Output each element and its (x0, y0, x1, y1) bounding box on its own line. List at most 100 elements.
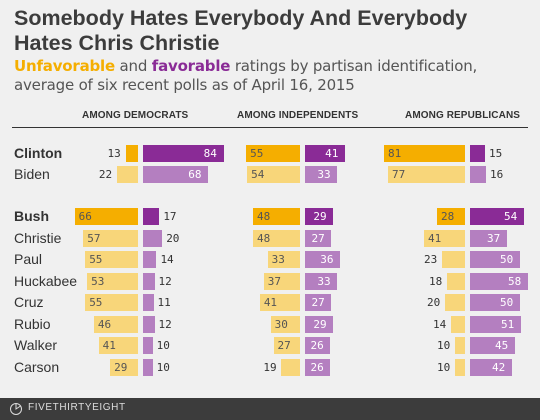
bar-unfavorable-paul-democrats (85, 251, 138, 268)
footer-bar: FIVETHIRTYEIGHT (0, 398, 540, 420)
legend-unfavorable: Unfavorable (14, 57, 115, 75)
label-unfavorable-clinton-democrats: 13 (107, 147, 121, 160)
group-header-independents: AMONG INDEPENDENTS (237, 110, 359, 121)
bar-favorable-clinton-democrats (143, 145, 224, 162)
bar-favorable-rubio-republicans (470, 316, 521, 333)
label-unfavorable-biden-republicans: 77 (392, 168, 406, 181)
bar-unfavorable-paul-republicans (442, 251, 465, 268)
label-favorable-bush-republicans: 54 (504, 210, 518, 223)
label-favorable-huckabee-democrats: 12 (158, 275, 172, 288)
bar-unfavorable-huckabee-democrats (87, 273, 138, 290)
group-header-democrats: AMONG DEMOCRATS (82, 110, 189, 121)
bar-unfavorable-walker-democrats (98, 337, 138, 354)
bar-favorable-christie-independents (305, 230, 332, 247)
label-favorable-cruz-republicans: 50 (500, 296, 514, 309)
row-label-bush: Bush (14, 208, 49, 224)
label-favorable-paul-democrats: 14 (160, 253, 174, 266)
label-unfavorable-cruz-democrats: 55 (89, 296, 103, 309)
bar-favorable-cruz-independents (305, 294, 332, 311)
bar-unfavorable-bush-democrats (74, 208, 138, 225)
label-favorable-cruz-independents: 27 (311, 296, 325, 309)
label-favorable-bush-democrats: 17 (163, 210, 177, 223)
label-favorable-bush-independents: 29 (313, 210, 327, 223)
label-unfavorable-rubio-democrats: 46 (97, 318, 112, 331)
bar-favorable-walker-democrats (143, 337, 153, 354)
row-label-walker: Walker (14, 337, 58, 353)
label-favorable-cruz-democrats: 11 (157, 296, 171, 309)
label-unfavorable-paul-independents: 33 (271, 253, 285, 266)
label-favorable-paul-republicans: 50 (500, 253, 514, 266)
label-unfavorable-christie-independents: 48 (256, 232, 271, 245)
label-unfavorable-paul-republicans: 23 (424, 253, 438, 266)
label-unfavorable-clinton-republicans: 81 (388, 147, 402, 160)
label-unfavorable-huckabee-republicans: 18 (429, 275, 443, 288)
bar-unfavorable-clinton-independents (246, 145, 300, 162)
label-favorable-christie-republicans: 37 (487, 232, 501, 245)
bar-unfavorable-walker-independents (273, 337, 300, 354)
label-unfavorable-huckabee-democrats: 53 (91, 275, 105, 288)
label-unfavorable-cruz-independents: 41 (263, 296, 278, 309)
bar-unfavorable-cruz-republicans (445, 294, 465, 311)
row-label-paul: Paul (14, 251, 43, 267)
label-unfavorable-rubio-republicans: 14 (433, 318, 447, 331)
label-unfavorable-clinton-independents: 55 (250, 147, 264, 160)
label-unfavorable-biden-democrats: 22 (98, 168, 113, 181)
label-unfavorable-christie-democrats: 57 (87, 232, 101, 245)
label-unfavorable-biden-independents: 54 (251, 168, 265, 181)
row-label-carson: Carson (14, 359, 60, 375)
bar-unfavorable-biden-republicans (388, 166, 465, 183)
bar-unfavorable-paul-independents (267, 251, 300, 268)
label-unfavorable-carson-independents: 19 (263, 361, 277, 374)
bar-unfavorable-bush-independents (252, 208, 300, 225)
label-favorable-clinton-democrats: 84 (203, 147, 217, 160)
bar-unfavorable-christie-independents (252, 230, 300, 247)
label-unfavorable-huckabee-independents: 37 (267, 275, 281, 288)
label-unfavorable-christie-republicans: 41 (428, 232, 442, 245)
label-favorable-huckabee-independents: 33 (317, 275, 331, 288)
bar-unfavorable-rubio-republicans (451, 316, 465, 333)
label-favorable-clinton-independents: 41 (325, 147, 339, 160)
label-favorable-walker-independents: 26 (310, 339, 324, 352)
bar-favorable-huckabee-republicans (470, 273, 528, 290)
label-favorable-rubio-independents: 29 (313, 318, 327, 331)
bar-unfavorable-bush-republicans (437, 208, 465, 225)
chart-title: Somebody Hates Everybody And Everybody H… (14, 6, 468, 55)
bar-favorable-cruz-republicans (470, 294, 520, 311)
bar-favorable-carson-democrats (143, 359, 153, 376)
bar-favorable-paul-independents (305, 251, 341, 268)
legend-and: and (119, 57, 148, 75)
subtitle-text: ratings by partisan identification, aver… (14, 57, 478, 94)
row-label-biden: Biden (14, 166, 50, 182)
bar-unfavorable-cruz-independents (259, 294, 300, 311)
bar-favorable-walker-independents (305, 337, 331, 354)
label-unfavorable-cruz-republicans: 20 (427, 296, 441, 309)
bar-favorable-cruz-democrats (143, 294, 154, 311)
label-unfavorable-walker-democrats: 41 (102, 339, 116, 352)
label-favorable-christie-independents: 27 (311, 232, 325, 245)
bar-favorable-walker-republicans (470, 337, 515, 354)
label-favorable-carson-democrats: 10 (156, 361, 170, 374)
bar-unfavorable-rubio-democrats (93, 316, 138, 333)
label-favorable-biden-independents: 33 (317, 168, 331, 181)
bar-unfavorable-carson-democrats (110, 359, 138, 376)
bar-unfavorable-carson-independents (281, 359, 300, 376)
bar-favorable-paul-democrats (143, 251, 157, 268)
label-favorable-christie-democrats: 20 (166, 232, 180, 245)
row-label-cruz: Cruz (14, 294, 44, 310)
label-unfavorable-paul-democrats: 55 (89, 253, 103, 266)
label-unfavorable-walker-independents: 27 (277, 339, 291, 352)
bar-favorable-bush-republicans (470, 208, 524, 225)
bar-unfavorable-christie-democrats (83, 230, 138, 247)
label-favorable-clinton-republicans: 15 (489, 147, 503, 160)
bar-favorable-carson-independents (305, 359, 331, 376)
bar-favorable-christie-democrats (143, 230, 163, 247)
label-unfavorable-carson-republicans: 10 (437, 361, 451, 374)
label-unfavorable-bush-independents: 48 (256, 210, 271, 223)
group-header-republicans: AMONG REPUBLICANS (405, 110, 521, 121)
bar-unfavorable-biden-independents (247, 166, 300, 183)
bar-favorable-rubio-independents (305, 316, 334, 333)
footer-brand: FIVETHIRTYEIGHT (28, 402, 126, 413)
label-favorable-biden-democrats: 68 (188, 168, 202, 181)
label-favorable-rubio-republicans: 51 (501, 318, 515, 331)
row-label-christie: Christie (14, 230, 62, 246)
